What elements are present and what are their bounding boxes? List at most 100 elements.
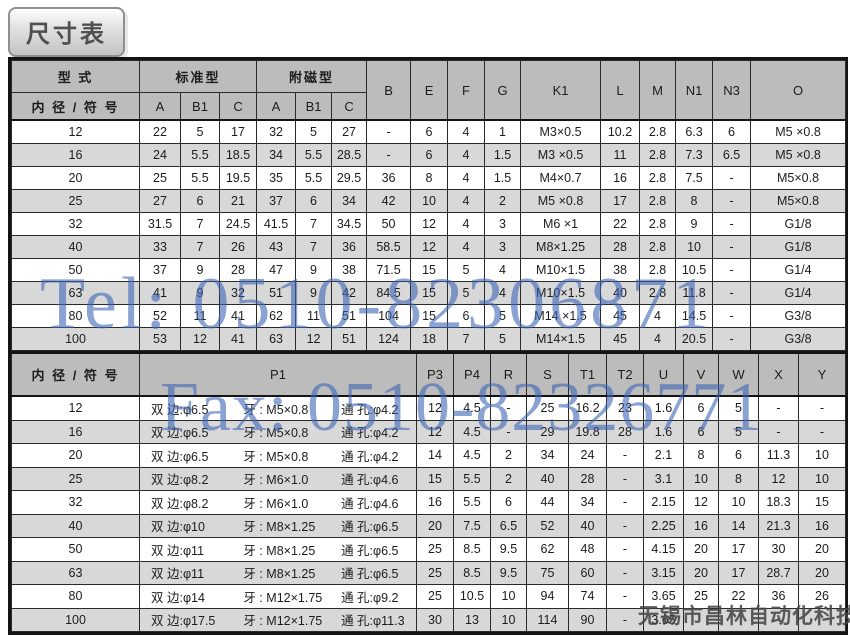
data-cell: - (606, 490, 644, 515)
table-row: 100 双 边:φ17.5 牙 : M12×1.75 通 孔:φ11.3 30 13 10 1… (11, 607, 846, 632)
data-cell: M5×0.8 (750, 189, 847, 213)
data-cell: G3/8 (750, 327, 847, 351)
data-cell: 25 (416, 560, 454, 585)
p1-through-hole: 通 孔:φ6.5 (341, 567, 399, 582)
table-row: 50 双 边:φ11 牙 : M8×1.25 通 孔:φ6.5 25 8.5 9.5 62 48… (11, 537, 846, 562)
data-cell: 16 (600, 166, 641, 190)
data-cell: 6 (490, 490, 527, 515)
data-cell: 8 (410, 166, 449, 190)
data-cell: 48 (568, 537, 607, 562)
data-cell: 4 (484, 281, 522, 305)
data-cell: M5 ×0.8 (750, 143, 847, 167)
data-cell: 10.5 (453, 584, 491, 609)
data-cell: 5 (718, 395, 759, 421)
data-cell: 5.5 (453, 466, 491, 491)
data-cell: - (712, 281, 752, 305)
data-cell: 18 (410, 327, 449, 351)
p1-both-sides: 双 边:φ6.5 (151, 449, 209, 464)
data-cell: 20 (683, 537, 719, 562)
table-row: 32 双 边:φ8.2 牙 : M6×1.0 通 孔:φ4.6 16 5.5 6 44 34-2… (11, 490, 846, 515)
data-cell: 6.3 (675, 119, 714, 144)
p1-parts: 双 边:φ11 牙 : M8×1.25 通 孔:φ6.5 (141, 563, 415, 582)
data-cell: 6.5 (712, 143, 752, 167)
bore-cell: 50 (11, 258, 140, 282)
data-cell: 8.5 (453, 560, 491, 585)
data-cell: 4.15 (643, 537, 684, 562)
data-cell: 4 (639, 304, 677, 328)
data-cell: 4 (447, 166, 486, 190)
bore-cell: 63 (11, 560, 140, 585)
data-cell: 12 (410, 235, 449, 259)
data-cell: 25 (526, 395, 569, 421)
data-cell: 12 (410, 212, 449, 236)
data-cell: 23 (606, 395, 644, 421)
data-cell: 26 (798, 584, 846, 609)
data-cell: M14×1.5 (520, 327, 602, 351)
data-cell: 10 (490, 607, 527, 632)
data-cell: 15 (410, 304, 449, 328)
data-cell: 10 (410, 189, 449, 213)
data-cell: 15 (410, 281, 449, 305)
data-cell: M8×1.25 (520, 235, 602, 259)
data-cell: 5.5 (295, 166, 333, 190)
data-cell (798, 607, 846, 632)
data-cell: 18.3 (758, 490, 799, 515)
p1-both-sides: 双 边:φ8.2 (151, 496, 209, 511)
data-cell: 51 (331, 327, 368, 351)
header-col-s: S (526, 352, 569, 397)
bore-cell: 100 (11, 327, 140, 351)
data-cell: 10 (675, 235, 714, 259)
table-row: 16 24 5.5 18.5 34 5.5 28.5-6 4 1.5 M3 ×0.5 11 2.8 7.… (11, 143, 847, 167)
data-cell: 3.65 (643, 607, 684, 632)
data-cell: 42 (366, 189, 412, 213)
data-cell: 20.5 (675, 327, 714, 351)
data-cell: 104 (366, 304, 412, 328)
data-cell: 15 (416, 466, 454, 491)
data-cell: 27 (139, 189, 181, 213)
data-cell: 26 (218, 235, 258, 259)
data-cell: 21.3 (758, 513, 799, 538)
data-cell: 2.8 (639, 281, 677, 305)
data-cell: 5.5 (180, 143, 220, 167)
data-cell: 43 (256, 235, 297, 259)
data-cell: - (606, 607, 644, 632)
data-cell: 2.1 (643, 443, 684, 468)
bore-cell: 80 (11, 584, 140, 609)
header-col-w: W (718, 352, 759, 397)
data-cell: 32 (256, 119, 297, 144)
data-cell (683, 607, 719, 632)
data-cell: M3 ×0.5 (520, 143, 602, 167)
data-cell: 5 (484, 327, 522, 351)
p1-through-hole: 通 孔:φ4.2 (341, 449, 399, 464)
data-cell: M10×1.5 (520, 258, 602, 282)
header-col-k1: K1 (520, 60, 602, 121)
data-cell: 7 (447, 327, 486, 351)
bore-cell: 40 (11, 513, 140, 538)
p1-thread: 牙 : M5×0.8 (243, 449, 309, 464)
bore-cell: 16 (11, 419, 140, 444)
data-cell: 62 (256, 304, 297, 328)
p1-thread: 牙 : M5×0.8 (243, 426, 309, 441)
data-cell: G3/8 (750, 304, 847, 328)
data-cell: 28 (218, 258, 258, 282)
data-cell: 16 (683, 513, 719, 538)
data-cell: 20 (416, 513, 454, 538)
data-cell: 124 (366, 327, 412, 351)
data-cell: 5 (295, 119, 333, 144)
p1-through-hole: 通 孔:φ4.6 (341, 473, 399, 488)
data-cell: 2.8 (639, 166, 677, 190)
data-cell: 25 (139, 166, 181, 190)
data-cell: 12 (416, 395, 454, 421)
bore-cell: 80 (11, 304, 140, 328)
data-cell: - (366, 143, 412, 167)
p1-thread: 牙 : M8×1.25 (243, 567, 316, 582)
table-row: 12 22 5 17 32 5 27-6 4 1 M3×0.5 10.2 2.8 6.3 6 M5 ×0.8 (11, 119, 847, 144)
data-cell: 36 (331, 235, 368, 259)
bore-cell: 20 (11, 443, 140, 468)
data-cell: 34.5 (331, 212, 368, 236)
p1-through-hole: 通 孔:φ11.3 (341, 614, 405, 629)
data-cell: 10 (798, 443, 846, 468)
bore-cell: 63 (11, 281, 140, 305)
data-cell: 2 (490, 466, 527, 491)
bore-cell: 25 (11, 189, 140, 213)
